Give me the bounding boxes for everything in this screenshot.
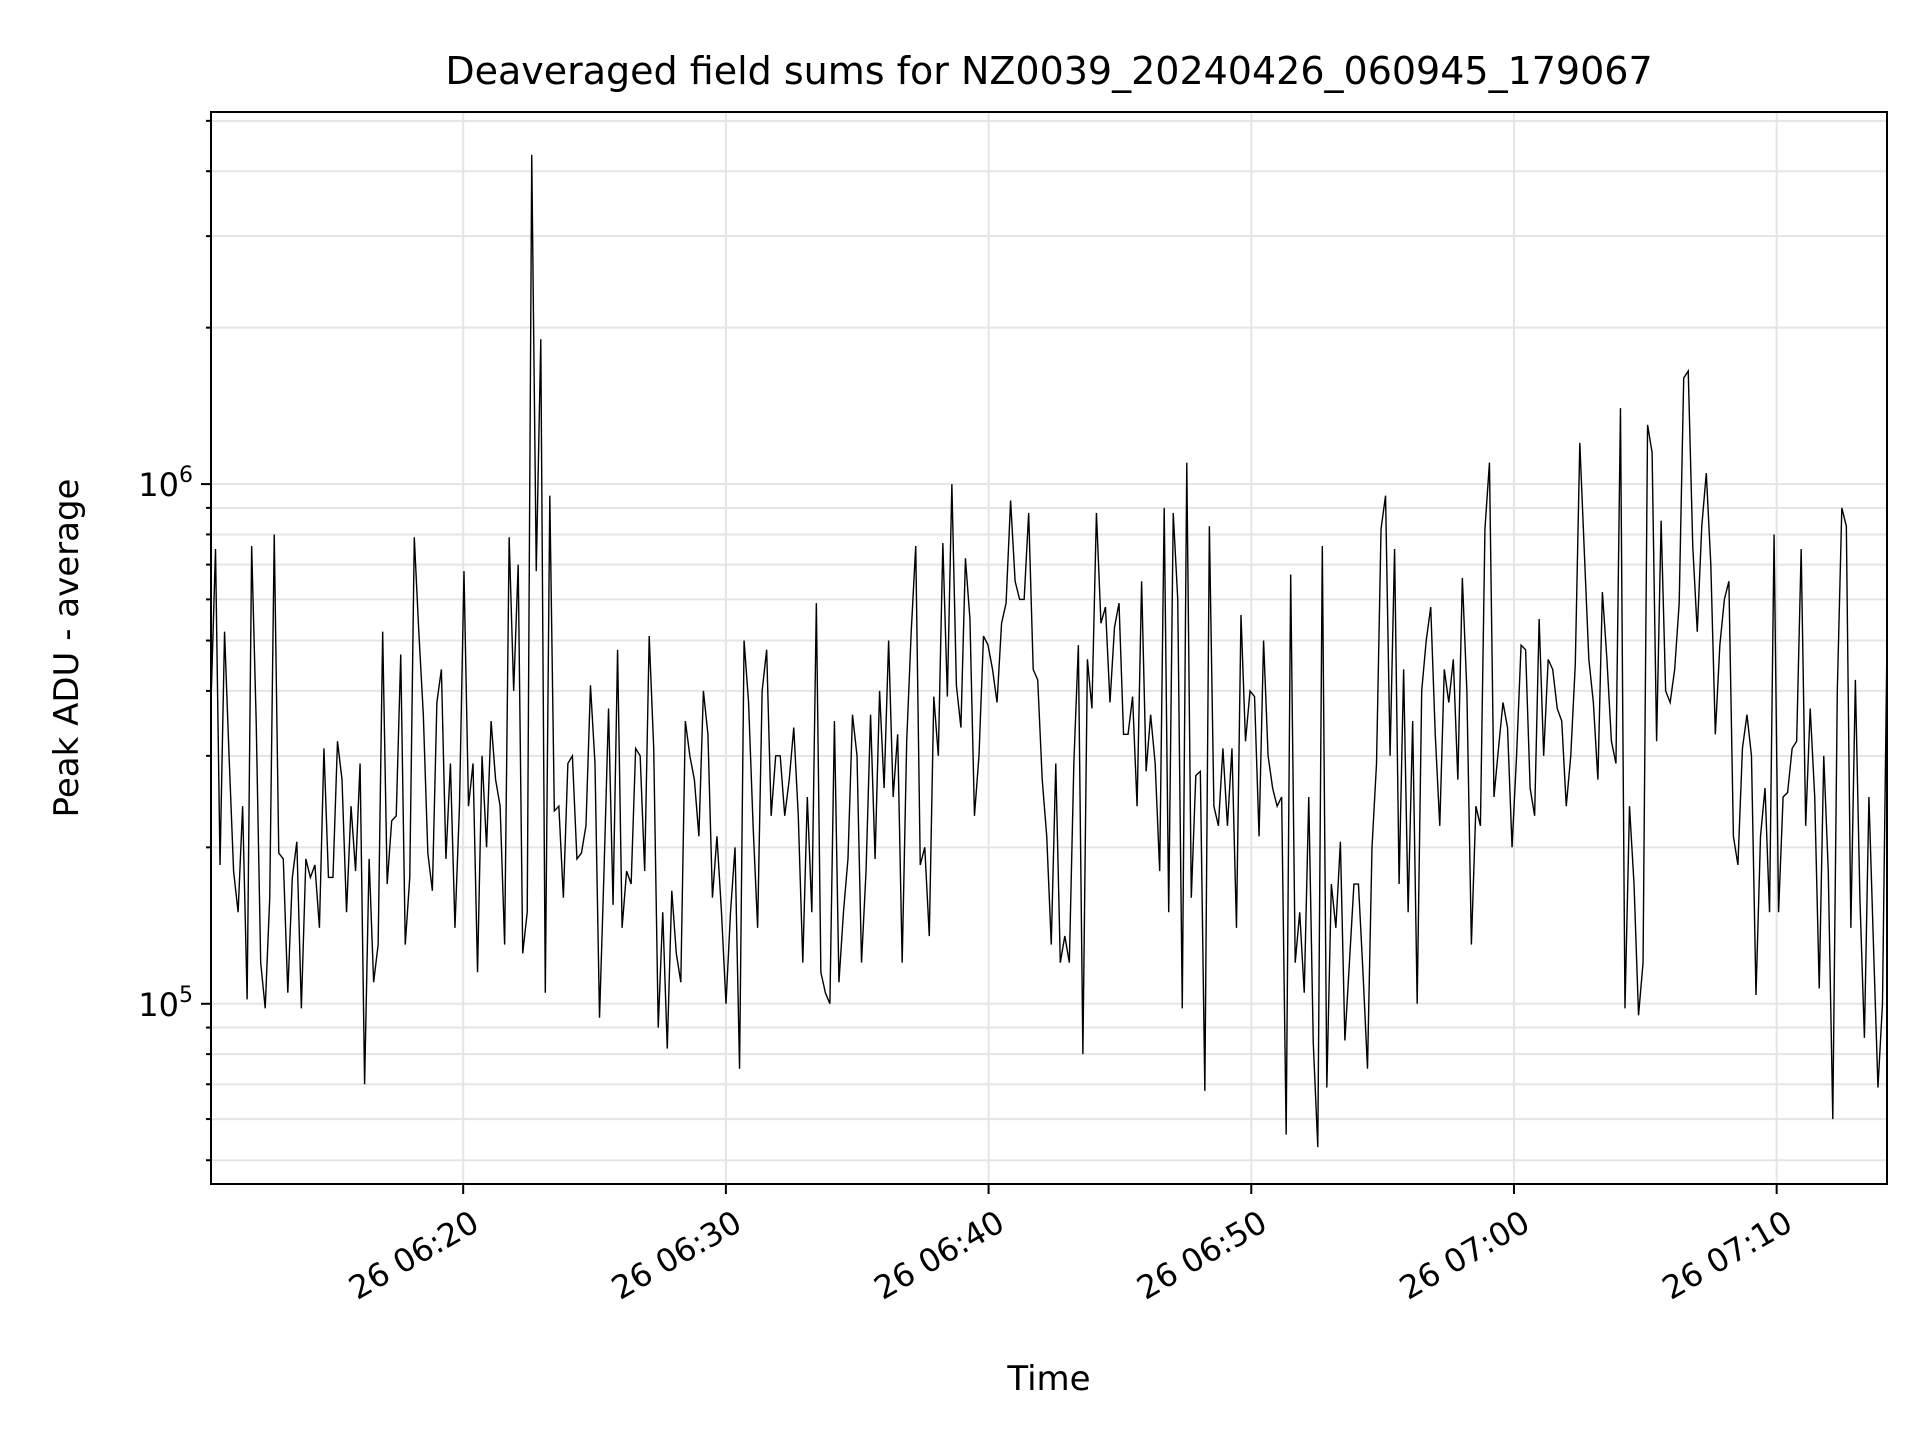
x-axis-label: Time bbox=[1006, 1359, 1090, 1399]
y-tick-label: 106 bbox=[138, 463, 193, 504]
series-line bbox=[210, 154, 1888, 1148]
chart-title: Deaveraged field sums for NZ0039_2024042… bbox=[445, 49, 1652, 93]
data-series-layer bbox=[210, 154, 1888, 1148]
y-axis-label: Peak ADU - average bbox=[47, 479, 87, 818]
plot-frame bbox=[210, 111, 1888, 1185]
y-tick-label: 105 bbox=[138, 983, 193, 1024]
